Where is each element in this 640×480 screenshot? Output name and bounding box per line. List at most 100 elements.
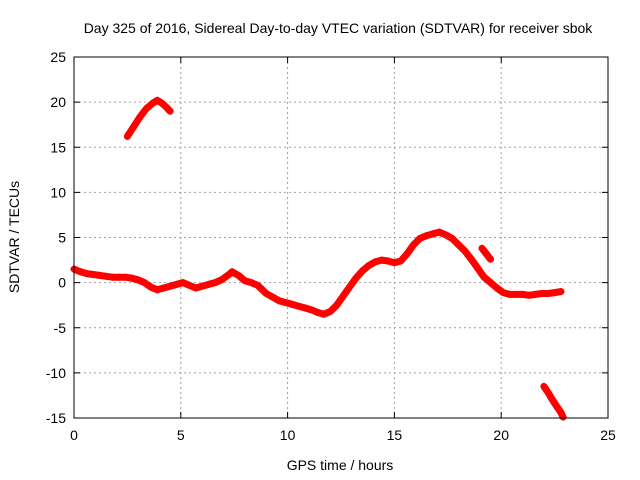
- data-point-marker: [166, 282, 174, 290]
- data-point-marker: [224, 271, 232, 279]
- data-point-marker: [123, 132, 131, 140]
- data-point-marker: [275, 297, 283, 305]
- data-point-marker: [544, 289, 552, 297]
- data-point-marker: [185, 281, 193, 289]
- data-point-marker: [158, 99, 166, 107]
- data-point-marker: [487, 279, 495, 287]
- data-point-marker: [358, 267, 366, 275]
- x-tick-label: 0: [70, 427, 78, 443]
- data-point-marker: [136, 113, 144, 121]
- data-point-marker: [83, 270, 91, 278]
- data-point-marker: [525, 291, 533, 299]
- data-point-marker: [288, 300, 296, 308]
- data-point-marker: [228, 268, 236, 276]
- data-point-marker: [339, 292, 347, 300]
- data-point-marker: [378, 256, 386, 264]
- data-point-marker: [416, 234, 424, 242]
- data-point-marker: [538, 289, 546, 297]
- data-point-marker: [121, 273, 129, 281]
- data-point-marker: [198, 282, 206, 290]
- data-point-marker: [314, 308, 322, 316]
- data-point-marker: [519, 290, 527, 298]
- grid-layer: [74, 57, 608, 418]
- data-point-marker: [454, 241, 462, 249]
- y-tick-label: -5: [54, 320, 67, 336]
- data-point-marker: [217, 276, 225, 284]
- data-point-marker: [448, 234, 456, 242]
- y-tick-label: 20: [50, 94, 66, 110]
- data-point-marker: [143, 104, 151, 112]
- data-point-marker: [234, 271, 242, 279]
- data-point-marker: [147, 283, 155, 291]
- sdtvar-lower-segment: [540, 382, 567, 421]
- data-point-marker: [140, 279, 148, 287]
- data-point-marker: [478, 244, 486, 252]
- data-point-marker: [211, 279, 219, 287]
- tick-layer: 0 5 10 15 20 25 -15 -10 -5 0 5 10 15 20 25: [46, 49, 616, 443]
- data-point-marker: [173, 280, 181, 288]
- data-point-marker: [352, 274, 360, 282]
- data-point-marker: [467, 255, 475, 263]
- data-point-marker: [442, 231, 450, 239]
- data-point-marker: [281, 298, 289, 306]
- data-point-marker: [422, 232, 430, 240]
- data-point-marker: [461, 247, 469, 255]
- data-point-marker: [548, 396, 556, 404]
- data-point-marker: [102, 272, 110, 280]
- x-tick-label: 5: [177, 427, 185, 443]
- y-tick-label: 0: [58, 275, 66, 291]
- data-point-marker: [474, 264, 482, 272]
- data-point-marker: [301, 304, 309, 312]
- data-point-marker: [557, 288, 565, 296]
- data-point-marker: [482, 250, 490, 258]
- sdtvar-upper-segment: [123, 96, 174, 140]
- data-point-marker: [435, 228, 443, 236]
- data-point-marker: [551, 289, 559, 297]
- data-point-marker: [557, 409, 565, 417]
- data-point-marker: [429, 230, 437, 238]
- data-point-marker: [506, 290, 514, 298]
- data-point-marker: [365, 261, 373, 269]
- data-point-marker: [254, 281, 262, 289]
- x-tick-label: 10: [280, 427, 296, 443]
- data-point-marker: [89, 271, 97, 279]
- y-tick-label: 15: [50, 139, 66, 155]
- data-point-marker: [269, 293, 277, 301]
- data-point-marker: [179, 279, 187, 287]
- x-tick-label: 20: [493, 427, 509, 443]
- x-tick-label: 15: [387, 427, 403, 443]
- data-point-marker: [480, 273, 488, 281]
- data-point-marker: [205, 280, 213, 288]
- data-point-marker: [247, 279, 255, 287]
- data-point-marker: [128, 274, 136, 282]
- data-point-marker: [390, 259, 398, 267]
- sdtvar-late-segment: [478, 244, 495, 263]
- data-point-marker: [326, 308, 334, 316]
- data-point-marker: [262, 289, 270, 297]
- data-point-marker: [130, 122, 138, 130]
- data-point-marker: [553, 402, 561, 410]
- y-tick-label: 25: [50, 49, 66, 65]
- data-point-marker: [346, 283, 354, 291]
- data-point-marker: [192, 284, 200, 292]
- data-point-marker: [108, 273, 116, 281]
- data-point-marker: [559, 413, 567, 421]
- data-point-marker: [544, 389, 552, 397]
- data-point-marker: [333, 301, 341, 309]
- y-tick-label: 10: [50, 184, 66, 200]
- data-point-marker: [134, 276, 142, 284]
- data-point-marker: [384, 257, 392, 265]
- data-point-marker: [96, 271, 104, 279]
- data-point-marker: [531, 290, 539, 298]
- x-tick-label: 25: [600, 427, 616, 443]
- data-point-marker: [512, 290, 520, 298]
- chart-title: Day 325 of 2016, Sidereal Day-to-day VTE…: [84, 20, 594, 36]
- data-point-marker: [160, 284, 168, 292]
- sdtvar-main-track-band: [70, 228, 565, 318]
- data-point-marker: [403, 250, 411, 258]
- data-point-marker: [487, 255, 495, 263]
- data-point-marker: [162, 103, 170, 111]
- data-point-marker: [540, 382, 548, 390]
